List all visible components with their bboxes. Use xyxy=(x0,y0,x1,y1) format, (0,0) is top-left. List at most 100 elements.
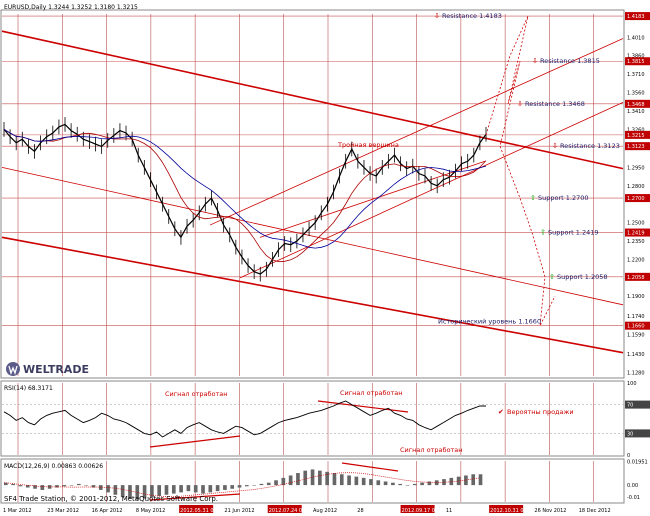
y-tick-label: 1.2200 xyxy=(627,257,645,263)
macd-bar xyxy=(412,483,417,486)
macd-bar xyxy=(201,485,205,494)
macd-bar xyxy=(369,479,373,486)
macd-bar xyxy=(142,485,147,499)
macd-bar xyxy=(303,470,308,486)
up-arrow-icon: ⇧ xyxy=(549,273,555,281)
macd-bar xyxy=(449,477,454,486)
macd-bar xyxy=(310,469,315,486)
x-tick-label: 28 xyxy=(357,508,363,514)
macd-bar xyxy=(47,485,52,489)
macd-bar xyxy=(40,485,45,490)
rsi-annotation: Вероятны продажи xyxy=(507,408,574,416)
macd-bar xyxy=(62,485,67,487)
down-arrow-icon: ⇩ xyxy=(552,142,558,150)
trend-line xyxy=(259,160,486,238)
macd-bar xyxy=(391,482,395,486)
rsi-annotation: Сигнал отработан xyxy=(340,389,403,397)
macd-bar xyxy=(84,485,88,486)
macd-bar xyxy=(11,483,15,486)
trend-line xyxy=(209,38,624,226)
rsi-tick-highlight xyxy=(625,400,650,409)
macd-bar xyxy=(135,485,140,500)
macd-divergence-line xyxy=(341,462,399,472)
x-tick-label: 11 xyxy=(446,508,452,514)
macd-bar xyxy=(179,485,183,493)
trend-lines xyxy=(1,30,624,501)
y-tick-label: 1.2350 xyxy=(627,239,645,245)
x-tick-label: 18 Dec 2012 xyxy=(579,508,611,514)
macd-tick-label: 0.01951 xyxy=(627,460,648,466)
macd-bar xyxy=(296,473,300,486)
macd-title: MACD(12,26,9) 0.00863 0.00626 xyxy=(4,463,103,470)
macd-bar xyxy=(398,483,403,486)
y-tick-highlight xyxy=(625,57,650,66)
macd-bar xyxy=(361,477,366,486)
macd-bar xyxy=(25,485,30,488)
macd-bar xyxy=(164,485,169,495)
macd-signal-line xyxy=(3,472,479,497)
macd-bar xyxy=(405,485,410,486)
y-tick-label: 1.2058 xyxy=(627,275,645,281)
macd-bar xyxy=(325,471,329,486)
macd-bar xyxy=(98,485,103,490)
series-layer xyxy=(3,15,556,500)
grid-layer xyxy=(2,14,623,502)
rsi-divergence-line xyxy=(317,400,409,413)
ma-line xyxy=(3,128,487,249)
x-tick-highlight xyxy=(400,505,435,513)
down-arrow-icon: ⇩ xyxy=(532,57,538,65)
x-tick-highlight xyxy=(267,505,302,513)
y-tick-label: 1.2950 xyxy=(627,165,645,171)
macd-bar xyxy=(354,476,359,486)
x-axis: 1 Mar 2012 23 Mar 2012 16 Apr 2012 8 May 20… xyxy=(3,505,611,514)
y-tick-label: 1.3860 xyxy=(627,54,645,60)
y-tick-label: 1.3468 xyxy=(627,102,645,108)
rsi-tick-label: 30 xyxy=(627,431,633,437)
macd-bar xyxy=(4,482,8,486)
y-tick-highlight xyxy=(625,228,650,237)
y-tick-label: 1.3260 xyxy=(627,127,645,133)
macd-bar xyxy=(55,485,59,488)
x-tick-highlight xyxy=(489,505,524,513)
macd-bar xyxy=(347,475,351,486)
y-tick-label: 1.3215 xyxy=(627,133,645,139)
rsi-line xyxy=(3,400,486,438)
y-tick-label: 1.1590 xyxy=(627,332,645,338)
y-tick-label: 1.4010 xyxy=(627,35,645,41)
x-tick-label: Aug 2012 xyxy=(313,508,337,514)
price-annotation: Support 1.2419 xyxy=(548,229,599,237)
y-tick-label: 1.2500 xyxy=(627,221,645,227)
trend-line xyxy=(1,236,624,354)
up-arrow-icon: ⇧ xyxy=(540,229,546,237)
y-tick-label: 1.4183 xyxy=(627,14,645,20)
up-arrow-icon: ⇧ xyxy=(530,194,536,202)
x-tick-label: 8 May 2012 xyxy=(136,508,165,514)
y-tick-label: 1.2800 xyxy=(627,184,645,190)
y-tick-label: 1.3560 xyxy=(627,91,645,97)
y-tick-highlight xyxy=(625,194,650,203)
x-tick-label: 2012.07.24 00:00 xyxy=(269,508,314,514)
y-tick-label: 1.1660 xyxy=(627,324,645,330)
down-arrow-icon: ⇩ xyxy=(434,12,440,20)
macd-divergence-line xyxy=(149,493,241,501)
x-tick-label: 26 Nov 2012 xyxy=(534,508,566,514)
y-tick-highlight xyxy=(625,12,650,21)
macd-bar xyxy=(150,485,154,498)
macd-bar xyxy=(230,485,235,489)
copyright-text: SF4 Trade Station, © 2001-2012, MetaQuot… xyxy=(4,495,218,503)
macd-bar xyxy=(186,485,191,492)
macd-bar xyxy=(69,485,74,486)
ma-line xyxy=(3,128,487,263)
rsi-title: RSI(14) 68.3171 xyxy=(4,385,53,392)
price-annotation: Support 1.2700 xyxy=(538,194,589,202)
price-annotation: Resistance 1.3815 xyxy=(540,57,600,65)
y-tick-label: 1.3123 xyxy=(627,144,645,150)
macd-bar xyxy=(113,485,118,495)
rsi-divergence-line xyxy=(149,435,241,448)
macd-bar xyxy=(237,485,242,488)
price-annotation: Тройная вершина xyxy=(337,141,399,149)
rsi-tick-label: 0 xyxy=(627,453,630,459)
